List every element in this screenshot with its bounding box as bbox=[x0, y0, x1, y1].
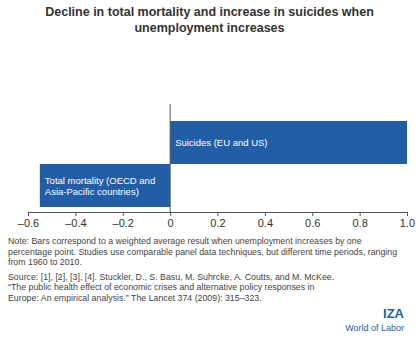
text-line: Asia-Pacific countries) bbox=[45, 186, 139, 197]
tick: 1.0 bbox=[400, 212, 415, 229]
tick-mark bbox=[75, 212, 76, 216]
tick-label: –0.4 bbox=[65, 217, 86, 229]
tick-label: 0.2 bbox=[210, 217, 225, 229]
tick-label: 0 bbox=[168, 217, 174, 229]
text-line: Decline in total mortality and increase … bbox=[45, 5, 374, 19]
bar-label: Total mortality (OECD andAsia-Pacific co… bbox=[45, 175, 155, 197]
x-axis: –0.6 –0.4 –0.2 0 0.2 0.4 0.6 0.8 1.0 bbox=[18, 212, 415, 229]
text-line: Source: [1], [2], [3], [4]. Stuckler, D.… bbox=[8, 272, 334, 282]
text-line: unemployment increases bbox=[134, 21, 284, 35]
tick-mark bbox=[407, 212, 408, 216]
tick-label: –0.2 bbox=[113, 217, 134, 229]
tick-mark bbox=[28, 212, 29, 216]
tick-mark bbox=[123, 212, 124, 216]
tick: –0.4 bbox=[65, 212, 86, 229]
tick-mark bbox=[170, 212, 171, 216]
tick-label: –0.6 bbox=[18, 217, 39, 229]
text-line: Suicides (EU and US) bbox=[175, 137, 267, 148]
tick-mark bbox=[312, 212, 313, 216]
text-line: Note: Bars correspond to a weighted aver… bbox=[8, 236, 362, 246]
tick: 0.8 bbox=[352, 212, 367, 229]
bar bbox=[40, 164, 170, 207]
tick: –0.2 bbox=[113, 212, 134, 229]
title: Decline in total mortality and increase … bbox=[45, 5, 374, 35]
logo: IZA bbox=[383, 306, 405, 321]
tick-mark bbox=[265, 212, 266, 216]
zero-line bbox=[170, 104, 171, 212]
logo-subtitle: World of Labor bbox=[345, 323, 404, 333]
tick-label: 1.0 bbox=[400, 217, 415, 229]
text-line: “The public health effect of economic cr… bbox=[8, 282, 315, 292]
tick-label: 0.8 bbox=[352, 217, 367, 229]
tick: –0.6 bbox=[18, 212, 39, 229]
tick: 0 bbox=[168, 212, 174, 229]
tick-label: 0.4 bbox=[258, 217, 273, 229]
tick: 0.2 bbox=[210, 212, 225, 229]
bar bbox=[170, 121, 407, 164]
note: Note: Bars correspond to a weighted aver… bbox=[8, 236, 397, 267]
text-line: Europe: An empirical analysis.” The Lanc… bbox=[8, 293, 262, 303]
chart: Decline in total mortality and increase … bbox=[0, 0, 419, 339]
tick-mark bbox=[218, 212, 219, 216]
plot-area bbox=[40, 121, 407, 207]
text-line: percentage point. Studies use comparable… bbox=[8, 247, 397, 257]
bar-label: Suicides (EU and US) bbox=[175, 137, 267, 148]
text-line: from 1960 to 2010. bbox=[8, 257, 82, 267]
tick-mark bbox=[360, 212, 361, 216]
source: Source: [1], [2], [3], [4]. Stuckler, D.… bbox=[8, 272, 334, 303]
tick-label: 0.6 bbox=[305, 217, 320, 229]
tick: 0.4 bbox=[258, 212, 273, 229]
text-line: Total mortality (OECD and bbox=[45, 175, 155, 186]
tick: 0.6 bbox=[305, 212, 320, 229]
